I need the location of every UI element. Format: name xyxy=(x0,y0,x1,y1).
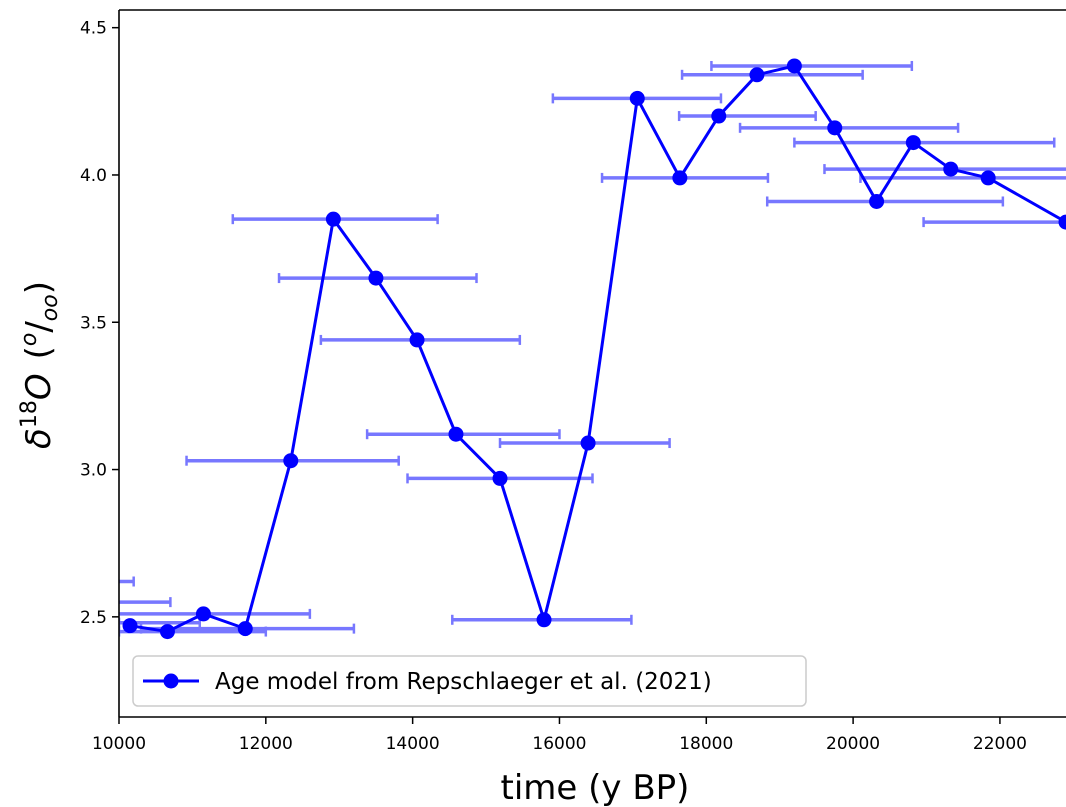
y-axis-title-letter: O xyxy=(19,373,59,400)
data-point xyxy=(448,426,464,442)
data-point xyxy=(159,624,175,640)
data-point xyxy=(536,612,552,628)
data-point xyxy=(711,108,727,124)
error-bar xyxy=(119,576,135,587)
data-point xyxy=(749,67,765,83)
y-axis-title: δ18O(o/oo) xyxy=(17,281,63,449)
x-tick-label: 10000 xyxy=(92,734,146,754)
y-axis-title-sub: oo xyxy=(38,294,63,321)
axes-layer: 10000 12000 14000 16000 18000 20000 22000 2.5 3.… xyxy=(80,9,1066,754)
x-tick-label: 18000 xyxy=(679,734,733,754)
legend-label: Age model from Repschlaeger et al. (2021… xyxy=(215,669,712,695)
data-point xyxy=(869,193,885,209)
error-bar xyxy=(738,122,960,133)
data-point xyxy=(492,470,508,486)
data-point xyxy=(672,170,688,186)
y-tick-label: 2.5 xyxy=(80,608,107,628)
y-axis-title-delta: δ xyxy=(19,428,59,449)
data-point xyxy=(1058,214,1066,230)
x-tick-label: 16000 xyxy=(532,734,586,754)
x-tick-label: 14000 xyxy=(386,734,440,754)
data-point xyxy=(629,90,645,106)
data-point xyxy=(122,618,138,634)
y-tick-label: 4.0 xyxy=(80,166,107,186)
error-bar xyxy=(710,60,914,71)
data-point xyxy=(409,332,425,348)
x-axis-title: time (y BP) xyxy=(501,768,690,807)
legend: Age model from Repschlaeger et al. (2021… xyxy=(132,655,807,707)
error-bar xyxy=(765,196,1005,207)
y-axis-title-sup2: o xyxy=(17,333,42,346)
data-point xyxy=(283,453,299,469)
data-point xyxy=(580,435,596,451)
data-point xyxy=(368,270,384,286)
series-layer xyxy=(122,58,1066,640)
data-point xyxy=(905,135,921,151)
legend-box xyxy=(132,655,807,707)
error-bar xyxy=(677,111,817,122)
data-point xyxy=(237,621,253,637)
error-bar xyxy=(793,137,1056,148)
error-bar xyxy=(680,69,864,80)
x-tick-label: 20000 xyxy=(826,734,880,754)
data-point xyxy=(827,120,843,136)
data-point xyxy=(325,211,341,227)
data-point xyxy=(943,161,959,177)
data-point xyxy=(195,606,211,622)
plot-background xyxy=(119,10,1066,717)
y-tick-label: 4.5 xyxy=(80,19,107,39)
y-tick-label: 3.0 xyxy=(80,461,107,481)
x-tick-label: 22000 xyxy=(973,734,1027,754)
legend-marker xyxy=(163,673,179,689)
data-point xyxy=(980,170,996,186)
y-tick-label: 3.5 xyxy=(80,313,107,333)
error-bar xyxy=(119,597,172,608)
y-axis-title-sup: 18 xyxy=(17,400,42,428)
data-point xyxy=(786,58,802,74)
x-tick-label: 12000 xyxy=(239,734,293,754)
y-axis-title-slash: / xyxy=(19,321,59,333)
